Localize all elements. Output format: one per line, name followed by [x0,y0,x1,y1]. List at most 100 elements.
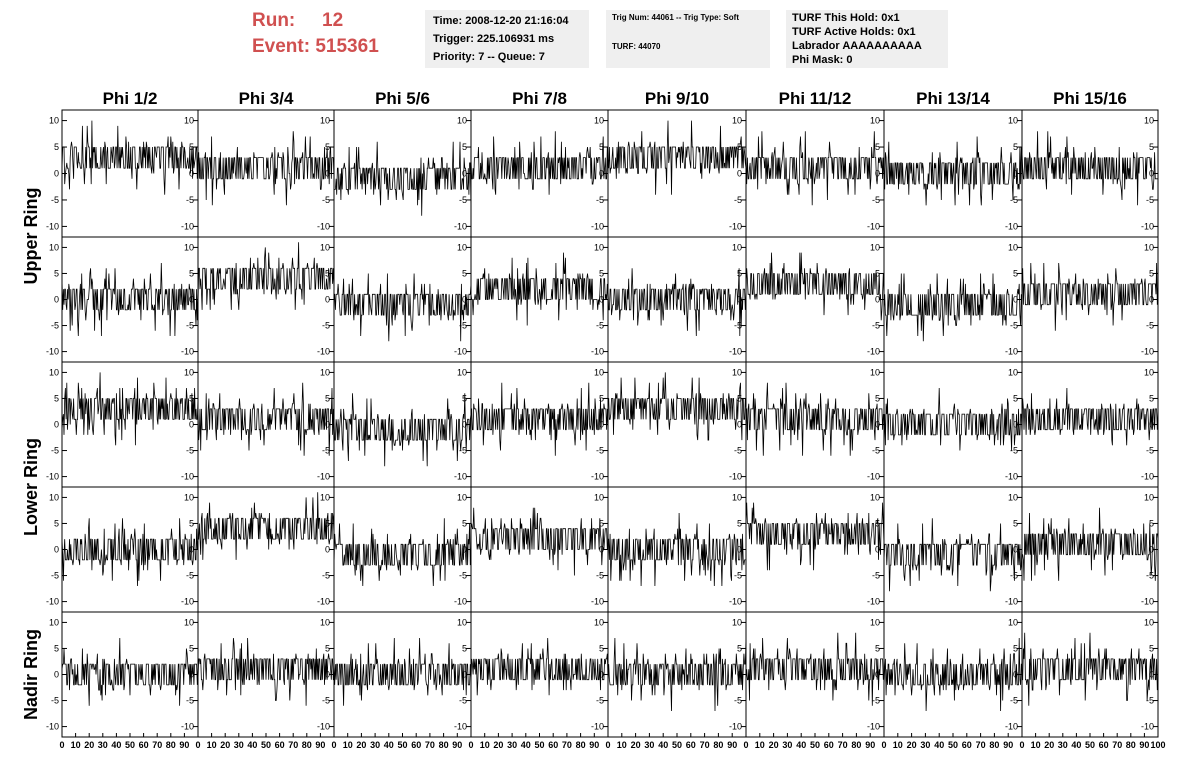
y-tick-label: -5 [459,446,467,456]
y-tick-label: -5 [734,696,742,706]
column-title: Phi 1/2 [103,89,158,108]
y-tick-label: -5 [872,321,880,331]
y-tick-label: -10 [181,347,194,357]
y-tick-label: -5 [459,321,467,331]
y-tick-label: 5 [54,518,59,528]
waveform-trace [1022,632,1159,706]
run-event-box: Run: 12 Event: 515361 [252,8,379,60]
y-tick-label: 0 [462,169,467,179]
y-tick-label: 10 [49,116,59,126]
y-tick-label: 5 [54,393,59,403]
y-tick-label: -10 [46,221,59,231]
waveform-trace [198,492,335,560]
y-tick-label: 5 [1013,393,1018,403]
y-tick-label: -5 [596,195,604,205]
x-tick-label: 80 [302,740,312,750]
y-tick-label: -10 [181,597,194,607]
y-tick-label: 0 [462,420,467,430]
y-tick-label: -5 [872,195,880,205]
turf-info-box: TURF This Hold: 0x1 TURF Active Holds: 0… [786,10,948,68]
y-tick-label: 10 [1144,242,1154,252]
waveform-trace [746,382,885,456]
y-tick-label: 10 [457,116,467,126]
x-tick-label: 70 [976,740,986,750]
y-tick-label: 0 [1149,545,1154,555]
waveform-trace [607,120,747,195]
y-tick-label: -10 [867,347,880,357]
waveform-trace [1021,387,1159,446]
y-tick-label: -5 [1146,571,1154,581]
trig-num-text: Trig Num: 44061 -- Trig Type: Soft [612,13,739,22]
panel-frame [745,236,885,363]
turf-text: TURF: 44070 [612,42,661,51]
y-tick-label: -5 [459,571,467,581]
panel-frame [607,109,747,238]
y-tick-label: -10 [1141,722,1154,732]
waveform-trace [745,502,885,571]
column-title: Phi 9/10 [645,89,709,108]
y-tick-label: 5 [325,518,330,528]
y-tick-label: -10 [181,472,194,482]
y-tick-label: -5 [596,571,604,581]
phi-mask-text: Phi Mask: 0 [792,54,853,66]
y-tick-label: 0 [737,545,742,555]
x-tick-label: 20 [84,740,94,750]
y-tick-label: 5 [462,142,467,152]
y-tick-label: 5 [54,643,59,653]
y-tick-label: -10 [591,472,604,482]
y-tick-label: 5 [599,268,604,278]
x-tick-label: 20 [631,740,641,750]
x-tick-label: 60 [548,740,558,750]
run-value: 12 [322,10,344,31]
ring-label: Lower Ring [21,438,41,536]
y-tick-label: 10 [1144,116,1154,126]
waveform-trace [608,372,747,441]
x-tick-label: 40 [1071,740,1081,750]
y-tick-label: 0 [54,295,59,305]
y-tick-label: -5 [322,446,330,456]
time-info-box: Time: 2008-12-20 21:16:04 Trigger: 225.1… [425,10,589,68]
x-tick-label: 10 [480,740,490,750]
y-tick-label: 10 [1144,367,1154,377]
y-tick-label: -10 [867,221,880,231]
x-tick-label: 20 [907,740,917,750]
y-tick-label: 10 [594,492,604,502]
y-tick-label: -10 [181,221,194,231]
y-tick-label: -10 [1005,347,1018,357]
y-tick-label: 10 [1008,617,1018,627]
y-tick-label: -5 [872,696,880,706]
y-tick-label: -5 [186,195,194,205]
column-title: Phi 7/8 [512,89,567,108]
panel-frame [197,236,335,363]
y-tick-label: 10 [870,492,880,502]
waveform-trace [883,637,1022,712]
y-tick-label: 5 [462,268,467,278]
x-tick-label: 60 [824,740,834,750]
x-tick-label: 50 [534,740,544,750]
y-tick-label: 0 [462,545,467,555]
y-tick-label: -10 [867,597,880,607]
y-tick-label: 10 [49,492,59,502]
y-tick-label: 10 [594,116,604,126]
waveform-trace [607,268,747,337]
y-tick-label: 10 [457,242,467,252]
y-tick-label: 10 [732,367,742,377]
event-label: Event: [252,36,311,57]
y-tick-label: 5 [1013,518,1018,528]
x-tick-label: 40 [934,740,944,750]
waveform-trace [334,273,472,342]
y-tick-label: -5 [322,321,330,331]
x-tick-label: 10 [207,740,217,750]
y-tick-label: -10 [46,722,59,732]
y-tick-label: 5 [462,643,467,653]
ring-label: Nadir Ring [21,629,41,720]
waveform-trace [745,632,885,706]
x-tick-label: 0 [1019,740,1024,750]
x-tick-label: 90 [589,740,599,750]
y-tick-label: -10 [317,722,330,732]
y-tick-label: 10 [184,116,194,126]
y-tick-label: -5 [1146,321,1154,331]
y-tick-label: 5 [737,643,742,653]
y-tick-label: -5 [596,696,604,706]
